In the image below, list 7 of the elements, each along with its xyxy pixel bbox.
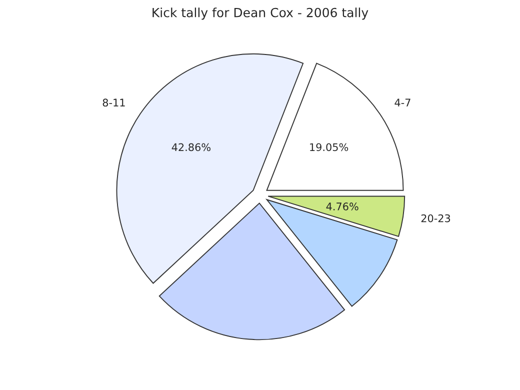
data-label: 4.76% [326, 202, 358, 210]
slice-label: 8-11 [102, 98, 125, 107]
slice-label: 4-7 [394, 98, 410, 106]
data-label: 19.05% [310, 143, 348, 152]
slice-label: 20-23 [421, 214, 450, 222]
data-label: 42.86% [172, 143, 210, 152]
chart-title: Kick tally for Dean Cox - 2006 tally [152, 8, 368, 20]
